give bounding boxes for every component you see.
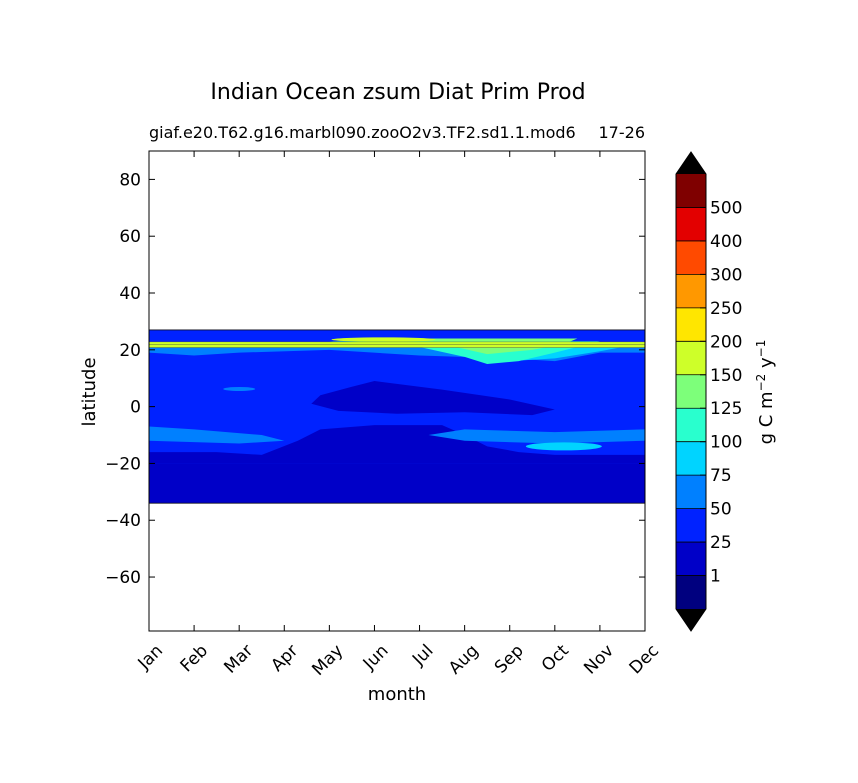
colorbar-tick-label: 200 <box>710 332 742 352</box>
x-tick-label: May <box>308 641 347 680</box>
colorbar-tick-label: 50 <box>710 500 732 520</box>
colorbar-tick-label: 500 <box>710 198 742 218</box>
y-axis: 80 60 40 20 0 −20 −40 −60 <box>105 170 645 588</box>
colorbar-swatch <box>676 174 706 208</box>
x-tick-label: Mar <box>220 641 257 678</box>
x-tick-label: Aug <box>445 641 483 679</box>
colorbar-swatch <box>676 542 706 576</box>
colorbar-label-exponent: −1 <box>754 340 768 358</box>
y-tick-label: 40 <box>119 284 141 304</box>
chart-subtitle-years: 17-26 <box>599 123 646 142</box>
contour-equatorial-low <box>311 381 555 416</box>
x-tick-label: Sep <box>491 641 528 678</box>
colorbar-label: g C m−2 y−1 <box>754 340 777 445</box>
colorbar-tick-label: 75 <box>710 466 732 486</box>
colorbar-tick-label: 250 <box>710 299 742 319</box>
x-tick-label: Feb <box>177 641 212 676</box>
colorbar-tick-label: 1 <box>710 567 721 587</box>
colorbar-swatch <box>676 274 706 308</box>
colorbar-extend-max <box>676 152 706 174</box>
colorbar-label-text: y <box>756 357 777 374</box>
x-tick-label: Apr <box>267 641 302 676</box>
colorbar-swatch <box>676 307 706 342</box>
contour-south-band <box>149 463 645 504</box>
colorbar-swatch <box>676 575 706 609</box>
y-tick-label: 20 <box>119 341 141 361</box>
colorbar-swatch <box>676 441 706 476</box>
chart-title: Indian Ocean zsum Diat Prim Prod <box>210 80 585 105</box>
colorbar-extend-min <box>676 609 706 631</box>
y-tick-label: 60 <box>119 227 141 247</box>
y-tick-label: 0 <box>130 398 141 418</box>
colorbar-tick-label: 300 <box>710 265 742 285</box>
y-tick-label: −60 <box>105 568 141 588</box>
y-axis-label: latitude <box>79 357 100 426</box>
contour-field <box>149 329 645 504</box>
contour-patch-75 <box>525 442 602 451</box>
colorbar-swatch <box>676 374 706 409</box>
colorbar-swatch <box>676 508 706 543</box>
x-tick-label: Jan <box>134 641 167 674</box>
plot-area <box>148 150 646 632</box>
contour-south-extension <box>149 425 645 464</box>
contour-blob-150-east <box>417 342 522 347</box>
contour-patch-50 <box>223 387 256 392</box>
colorbar-swatch <box>676 240 706 275</box>
x-tick-label: Jul <box>408 641 437 670</box>
y-tick-label: 80 <box>119 170 141 190</box>
colorbar-tick-label: 150 <box>710 366 742 386</box>
x-tick-label: Jun <box>359 641 393 675</box>
chart-subtitle-case: giaf.e20.T62.g16.marbl090.zooO2v3.TF2.sd… <box>149 123 576 142</box>
colorbar-tick-label: 125 <box>710 399 742 419</box>
contour-east-south-50 <box>428 429 645 444</box>
colorbar-swatch <box>676 408 706 442</box>
plot-frame <box>148 150 646 632</box>
colorbar-label-exponent: −2 <box>754 374 768 392</box>
x-tick-label: Dec <box>626 641 663 678</box>
y-tick-label: −40 <box>105 511 141 531</box>
contour-west-south-50 <box>149 426 285 444</box>
contour-blob-150 <box>331 337 436 342</box>
contour-patch-50-west <box>158 435 177 440</box>
colorbar-swatch <box>676 475 706 509</box>
y-tick-label: −20 <box>105 454 141 474</box>
x-axis-label: month <box>368 684 426 705</box>
x-tick-label: Nov <box>580 641 618 679</box>
colorbar-swatch <box>676 341 706 375</box>
colorbar-outline <box>675 151 707 632</box>
colorbar-swatch <box>676 207 706 241</box>
x-tick-label: Oct <box>538 641 573 676</box>
colorbar-label-text: g C m <box>756 391 777 444</box>
colorbar-tick-label: 100 <box>710 433 742 453</box>
colorbar-tick-label: 25 <box>710 533 732 553</box>
colorbar-tick-label: 400 <box>710 232 742 252</box>
